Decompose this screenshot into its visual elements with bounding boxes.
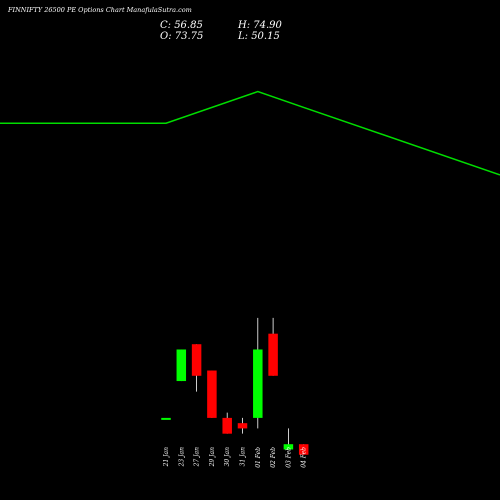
candle-03-feb (283, 428, 294, 450)
candle-body (191, 344, 202, 376)
x-axis-ticks: 21 Jan 23 Jan 27 Jan 29 Jan 30 Jan 31 Jan 01 F… (163, 447, 308, 468)
x-tick-label: 02 Feb (270, 447, 277, 468)
candle-body (222, 417, 232, 434)
x-tick-label: 03 Feb (285, 447, 292, 468)
x-tick-label: 01 Feb (255, 447, 262, 468)
candles-layer (161, 317, 309, 455)
x-tick-label: 04 Feb (301, 447, 308, 468)
candle-29-jan (207, 370, 217, 418)
candle-31-jan (237, 417, 248, 434)
x-tick-label: 27 Jan (194, 447, 201, 468)
candle-21-jan (161, 417, 171, 420)
x-tick-label: 21 Jan (163, 447, 170, 468)
low-value-label: L: 50.15 (238, 31, 280, 42)
x-tick-label: 31 Jan (240, 447, 247, 467)
candle-30-jan (222, 412, 232, 434)
candle-body (176, 349, 187, 382)
candle-body (298, 444, 309, 455)
candle-body (268, 333, 278, 376)
candle-23-jan (176, 349, 187, 382)
candle-body (161, 417, 171, 420)
candle-27-jan (191, 344, 202, 392)
x-tick-label: 30 Jan (224, 447, 231, 467)
overlay-line (0, 90, 500, 176)
candle-01-feb (253, 317, 263, 429)
candle-body (237, 423, 248, 429)
candle-body (207, 370, 217, 418)
x-tick-label: 29 Jan (209, 447, 216, 468)
open-value-label: O: 73.75 (160, 31, 204, 42)
candle-04-feb (298, 444, 309, 455)
high-value-label: H: 74.90 (238, 20, 282, 31)
candle-body (283, 444, 294, 450)
x-tick-label: 23 Jan (178, 447, 185, 468)
close-value-label: C: 56.85 (160, 20, 203, 31)
candle-02-feb (268, 317, 278, 376)
candle-body (253, 349, 263, 418)
overlay-line-layer (0, 90, 500, 176)
chart-title: FINNIFTY 26500 PE Options Chart Manafula… (8, 6, 192, 14)
